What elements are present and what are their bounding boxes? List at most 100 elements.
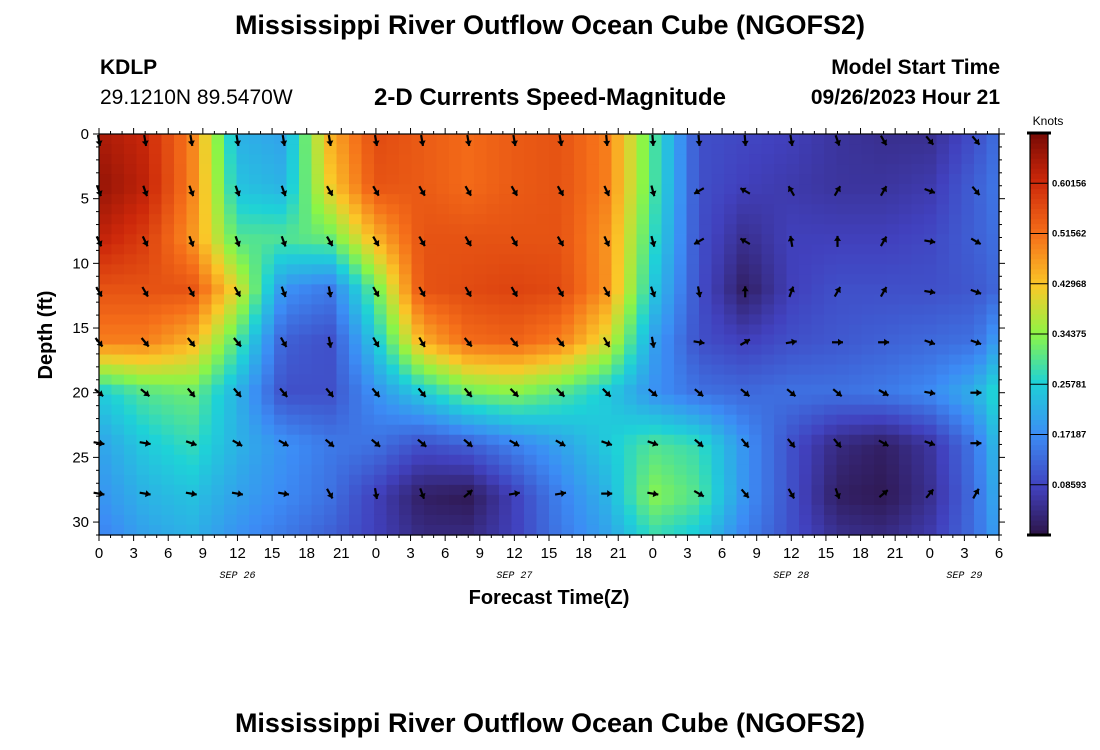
heatmap-cell bbox=[824, 524, 838, 536]
heatmap-cell bbox=[986, 374, 1000, 386]
heatmap-cell bbox=[899, 364, 913, 376]
heatmap-cell bbox=[699, 214, 713, 225]
heatmap-cell bbox=[374, 154, 388, 165]
heatmap-cell bbox=[549, 234, 563, 245]
heatmap-cell bbox=[611, 354, 625, 366]
heatmap-cell bbox=[699, 394, 713, 406]
current-vector bbox=[833, 438, 842, 449]
heatmap-cell bbox=[686, 224, 700, 235]
heatmap-cell bbox=[586, 444, 600, 456]
heatmap-cell bbox=[374, 464, 388, 476]
heatmap-cell bbox=[761, 484, 775, 496]
heatmap-cell bbox=[111, 264, 125, 275]
heatmap-cell bbox=[836, 294, 850, 306]
heatmap-cell bbox=[374, 204, 388, 215]
heatmap-cell bbox=[499, 494, 513, 506]
heatmap-cell bbox=[749, 424, 763, 436]
heatmap-cell bbox=[624, 254, 638, 265]
heatmap-cell bbox=[574, 494, 588, 506]
heatmap-cell bbox=[249, 424, 263, 436]
heatmap-cell bbox=[299, 294, 313, 306]
heatmap-cell bbox=[611, 434, 625, 446]
heatmap-cell bbox=[711, 194, 725, 205]
heatmap-cell bbox=[461, 254, 475, 265]
heatmap-cell bbox=[424, 204, 438, 215]
heatmap-cell bbox=[836, 174, 850, 185]
heatmap-cell bbox=[849, 334, 863, 346]
heatmap-cell bbox=[511, 504, 525, 516]
heatmap-cell bbox=[611, 274, 625, 285]
heatmap-cell bbox=[874, 304, 888, 316]
heatmap-cell bbox=[411, 384, 425, 396]
heatmap-cell bbox=[711, 304, 725, 316]
heatmap-cell bbox=[161, 284, 175, 296]
heatmap-cell bbox=[736, 244, 750, 255]
heatmap-cell bbox=[386, 414, 400, 426]
heatmap-cell bbox=[699, 474, 713, 486]
heatmap-cell bbox=[599, 344, 613, 356]
heatmap-cell bbox=[986, 474, 1000, 486]
heatmap-cell bbox=[949, 154, 963, 165]
heatmap-cell bbox=[461, 414, 475, 426]
current-vector bbox=[231, 490, 244, 498]
heatmap-cell bbox=[286, 374, 300, 386]
heatmap-cell bbox=[224, 194, 238, 205]
heatmap-cell bbox=[261, 164, 275, 175]
heatmap-cell bbox=[224, 434, 238, 446]
heatmap-cell bbox=[736, 394, 750, 406]
heatmap-cell bbox=[524, 394, 538, 406]
heatmap-cell bbox=[811, 404, 825, 416]
heatmap-cell bbox=[274, 484, 288, 496]
heatmap-cell bbox=[911, 514, 925, 526]
heatmap-cell bbox=[99, 364, 113, 376]
heatmap-cell bbox=[586, 454, 600, 466]
heatmap-cell bbox=[599, 194, 613, 205]
heatmap-cell bbox=[574, 284, 588, 296]
heatmap-cell bbox=[911, 274, 925, 285]
heatmap-cell bbox=[799, 274, 813, 285]
heatmap-cell bbox=[461, 204, 475, 215]
heatmap-cell bbox=[774, 214, 788, 225]
heatmap-cell bbox=[99, 194, 113, 205]
heatmap-cell bbox=[924, 164, 938, 175]
heatmap-cell bbox=[724, 514, 738, 526]
heatmap-cell bbox=[161, 334, 175, 346]
heatmap-cell bbox=[861, 204, 875, 215]
heatmap-cell bbox=[449, 474, 463, 486]
heatmap-cell bbox=[874, 164, 888, 175]
heatmap-cell bbox=[424, 194, 438, 205]
heatmap-cell bbox=[899, 454, 913, 466]
heatmap-cell bbox=[111, 174, 125, 185]
heatmap-cell bbox=[249, 164, 263, 175]
colorbar-segment bbox=[1030, 439, 1048, 446]
heatmap-cell bbox=[124, 184, 138, 195]
heatmap-cell bbox=[574, 504, 588, 516]
heatmap-cell bbox=[836, 204, 850, 215]
current-vector bbox=[788, 286, 795, 298]
heatmap-cell bbox=[436, 464, 450, 476]
heatmap-cell bbox=[461, 404, 475, 416]
heatmap-cell bbox=[711, 224, 725, 235]
heatmap-cell bbox=[161, 484, 175, 496]
heatmap-cell bbox=[749, 344, 763, 356]
heatmap-cell bbox=[636, 414, 650, 426]
heatmap-cell bbox=[286, 184, 300, 195]
heatmap-cell bbox=[274, 354, 288, 366]
heatmap-cell bbox=[861, 254, 875, 265]
current-vector bbox=[233, 286, 242, 298]
colorbar-segment bbox=[1030, 213, 1048, 220]
heatmap-cell bbox=[399, 134, 413, 145]
heatmap-cell bbox=[624, 484, 638, 496]
date-label: SEP 26 bbox=[219, 571, 255, 582]
heatmap-cell bbox=[874, 504, 888, 516]
heatmap-cell bbox=[961, 514, 975, 526]
heatmap-cell bbox=[449, 334, 463, 346]
heatmap-cell bbox=[236, 334, 250, 346]
heatmap-cell bbox=[249, 374, 263, 386]
heatmap-cell bbox=[374, 384, 388, 396]
heatmap-cell bbox=[149, 294, 163, 306]
heatmap-cell bbox=[974, 204, 988, 215]
heatmap-cell bbox=[549, 284, 563, 296]
heatmap-cell bbox=[736, 424, 750, 436]
heatmap-cell bbox=[224, 234, 238, 245]
